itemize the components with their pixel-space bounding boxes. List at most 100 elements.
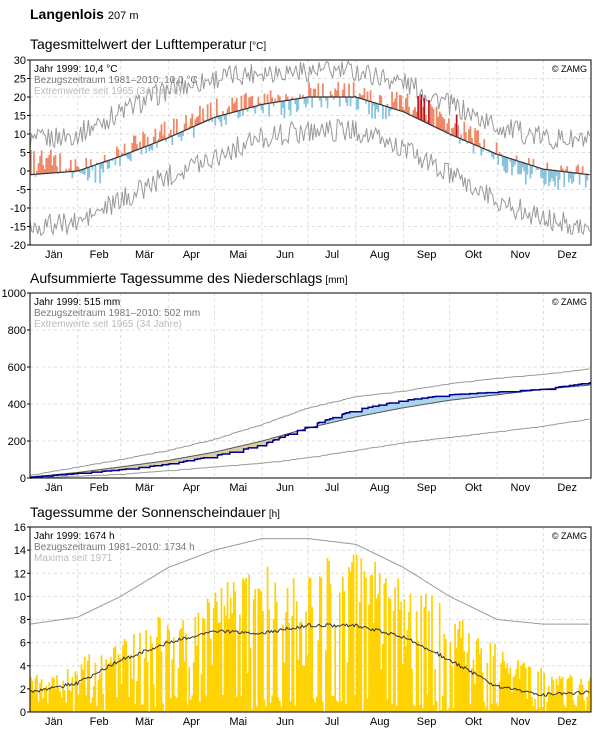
sun-day-bar xyxy=(122,645,124,712)
temp-day-bar xyxy=(311,97,314,108)
sun-ytick-label: 6 xyxy=(20,638,26,650)
sun-day-bar xyxy=(66,669,69,712)
temp-day-bar xyxy=(377,103,380,113)
sun-day-bar xyxy=(280,707,283,712)
sun-day-bar xyxy=(99,674,101,712)
sun-day-bar xyxy=(76,674,78,712)
temp-day-bar xyxy=(365,99,367,104)
precip-diff-fill xyxy=(408,399,410,407)
sun-day-bar xyxy=(68,689,71,712)
temp-ytick-label: 30 xyxy=(14,55,26,67)
precip-month-label: Okt xyxy=(465,482,482,494)
sun-day-bar xyxy=(388,597,390,712)
precip-diff-fill xyxy=(172,459,175,464)
temp-day-bar xyxy=(515,155,518,161)
temp-day-bar xyxy=(251,95,254,108)
sun-month-label: Apr xyxy=(183,716,200,728)
sun-day-bar xyxy=(111,662,114,712)
temp-month-label: Sep xyxy=(417,249,437,261)
sun-day-bar xyxy=(83,656,86,712)
temp-day-bar xyxy=(318,97,321,101)
precip-diff-fill xyxy=(220,450,223,455)
temp-day-bar xyxy=(85,157,88,169)
precip-diff-fill xyxy=(420,399,423,405)
temp-day-bar xyxy=(231,97,234,113)
temp-day-bar xyxy=(48,154,51,174)
temp-day-bar xyxy=(240,95,243,111)
sun-day-bar xyxy=(169,697,172,712)
temp-day-bar xyxy=(541,168,544,179)
temp-day-bar xyxy=(126,153,129,159)
temp-day-bar xyxy=(363,88,366,100)
precip-diff-fill xyxy=(120,466,123,470)
sun-day-bar xyxy=(208,602,210,712)
sun-day-bar xyxy=(409,593,412,712)
precip-diff-fill xyxy=(417,399,420,406)
temp-day-bar xyxy=(557,170,559,190)
temp-day-bar xyxy=(215,98,218,117)
sun-day-bar xyxy=(69,691,72,712)
temp-day-bar xyxy=(478,143,481,147)
precip-diff-fill xyxy=(96,470,98,473)
sun-day-bar xyxy=(412,704,415,712)
temp-day-bar xyxy=(74,159,77,172)
precip-diff-fill xyxy=(282,435,284,438)
temp-day-bar xyxy=(460,134,463,139)
precip-diff-fill xyxy=(243,445,246,449)
precip-diff-fill xyxy=(111,468,114,471)
precip-diff-fill xyxy=(415,399,418,406)
precip-diff-fill xyxy=(443,396,446,402)
sun-day-bar xyxy=(183,661,186,712)
sun-day-bar xyxy=(432,705,435,712)
temp-day-bar xyxy=(312,88,315,97)
precip-diff-fill xyxy=(86,471,89,474)
precip-diff-fill xyxy=(154,462,157,466)
sun-day-bar xyxy=(537,671,539,712)
sunshine-title-text: Tagessumme der Sonnenscheindauer xyxy=(30,504,266,520)
temp-day-bar xyxy=(329,91,332,97)
sun-day-bar xyxy=(325,650,327,712)
precip-diff-fill xyxy=(574,384,576,387)
temp-day-bar xyxy=(417,96,420,119)
sun-day-bar xyxy=(206,598,209,712)
temp-day-bar xyxy=(246,108,249,112)
precip-ytick-label: 400 xyxy=(8,399,26,411)
precip-diff-fill xyxy=(174,459,177,464)
precip-diff-fill xyxy=(357,411,360,417)
sun-day-bar xyxy=(172,637,175,712)
sun-day-bar xyxy=(535,709,538,712)
sun-month-label: Sep xyxy=(417,716,437,728)
temp-day-bar xyxy=(420,94,423,120)
sun-day-bar xyxy=(509,667,512,712)
temp-day-bar xyxy=(571,172,573,184)
temp-day-bar xyxy=(401,106,404,112)
temp-day-bar xyxy=(268,103,270,117)
sun-day-bar xyxy=(472,659,475,712)
sun-day-bar xyxy=(318,576,321,712)
precip-diff-fill xyxy=(358,411,361,417)
temp-day-bar xyxy=(498,152,501,155)
sun-day-bar xyxy=(478,654,481,712)
precip-diff-fill xyxy=(345,413,347,420)
precip-diff-fill xyxy=(458,394,461,400)
temp-day-bar xyxy=(351,97,353,99)
precip-ytick-label: 200 xyxy=(8,436,26,448)
precip-diff-fill xyxy=(506,391,509,394)
sun-day-bar xyxy=(123,638,126,712)
precip-diff-fill xyxy=(328,419,330,424)
temp-day-bar xyxy=(352,82,355,97)
precip-diff-fill xyxy=(383,405,386,412)
sun-day-bar xyxy=(33,690,35,712)
precip-diff-fill xyxy=(361,408,364,416)
precip-diff-fill xyxy=(126,466,129,469)
precip-diff-fill xyxy=(475,393,478,398)
precip-diff-fill xyxy=(125,466,128,470)
sun-day-bar xyxy=(57,687,60,712)
sun-day-bar xyxy=(116,696,118,712)
sun-day-bar xyxy=(337,702,340,712)
sun-day-bar xyxy=(59,691,61,712)
temp-day-bar xyxy=(575,166,578,174)
precip-diff-fill xyxy=(378,405,381,413)
precip-diff-fill xyxy=(463,394,466,399)
sun-day-bar xyxy=(262,611,264,712)
